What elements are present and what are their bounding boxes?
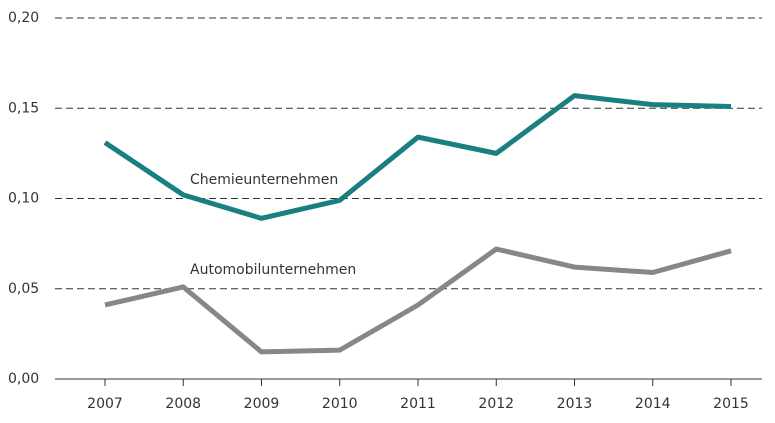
x-tick-label: 2014	[635, 396, 671, 412]
y-tick-label: 0,05	[8, 281, 39, 297]
x-tick-label: 2015	[713, 396, 749, 412]
y-tick-label: 0,15	[8, 100, 39, 116]
series-label: Automobilunternehmen	[190, 262, 356, 278]
x-tick-label: 2013	[557, 396, 593, 412]
x-tick-label: 2012	[478, 396, 514, 412]
y-tick-label: 0,00	[8, 371, 39, 387]
y-tick-label: 0,20	[8, 10, 39, 26]
x-tick-label: 2010	[322, 396, 358, 412]
series-line	[104, 246, 732, 355]
y-tick-label: 0,10	[8, 191, 39, 207]
series-line	[103, 93, 732, 221]
x-tick-label: 2007	[87, 396, 123, 412]
x-tick-label: 2009	[244, 396, 280, 412]
x-tick-label: 2011	[400, 396, 436, 412]
series-label: Chemieunternehmen	[190, 172, 338, 188]
x-tick-label: 2008	[165, 396, 201, 412]
